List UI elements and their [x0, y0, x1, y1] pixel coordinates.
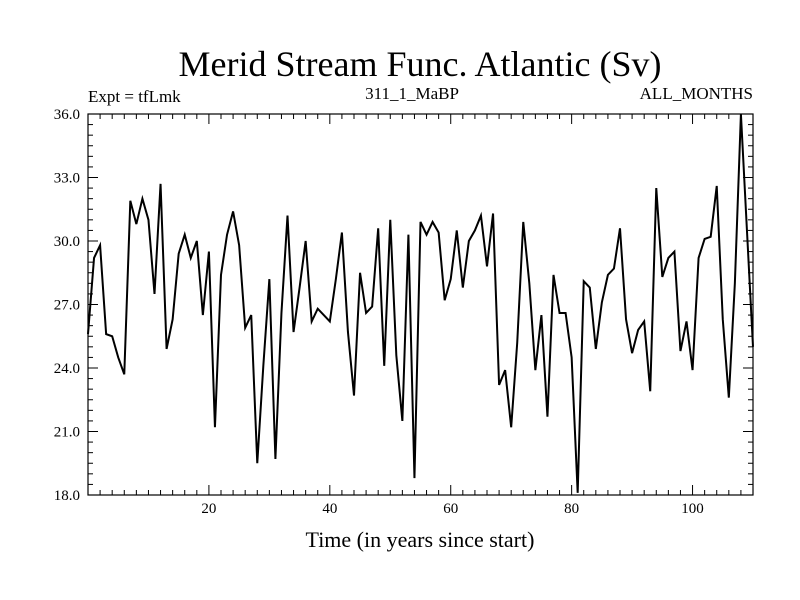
x-axis-label: Time (in years since start)	[306, 527, 535, 552]
y-tick-label: 21.0	[54, 425, 80, 441]
x-tick-label: 60	[443, 501, 458, 517]
y-tick-labels: 18.0 21.0 24.0 27.0 30.0 33.0 36.0	[54, 107, 80, 504]
x-tick-label: 20	[201, 501, 216, 517]
y-tick-label: 27.0	[54, 298, 80, 314]
x-tick-label: 40	[322, 501, 337, 517]
x-tick-label: 100	[681, 501, 704, 517]
experiment-label: Expt = tfLmk	[88, 87, 181, 106]
months-label: ALL_MONTHS	[640, 84, 753, 103]
run-label: 311_1_MaBP	[365, 84, 459, 103]
y-tick-label: 18.0	[54, 488, 80, 504]
x-tick-label: 80	[564, 501, 579, 517]
x-tick-labels: 20 40 60 80 100	[201, 501, 703, 517]
y-tick-label: 30.0	[54, 234, 80, 250]
y-tick-label: 24.0	[54, 361, 80, 377]
y-tick-label: 33.0	[54, 171, 80, 187]
y-tick-label: 36.0	[54, 107, 80, 123]
chart-title: Merid Stream Func. Atlantic (Sv)	[179, 44, 662, 84]
plot-frame	[87, 113, 754, 496]
series-line	[87, 113, 754, 493]
